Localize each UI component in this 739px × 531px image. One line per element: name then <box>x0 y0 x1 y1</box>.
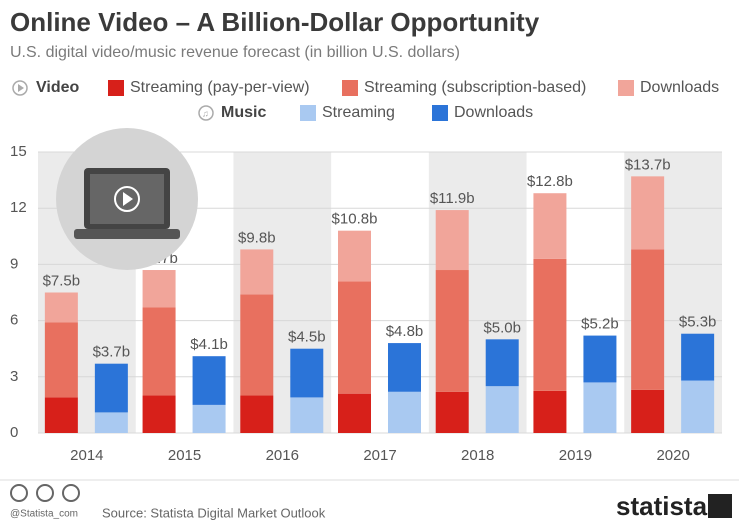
bar-segment <box>44 397 78 433</box>
total-label: $3.7b <box>93 344 131 361</box>
brand-logo <box>708 494 732 518</box>
bar-segment <box>338 281 371 394</box>
license-icons <box>10 484 80 502</box>
legend-group: Music <box>221 104 266 121</box>
legend-swatch <box>618 80 634 96</box>
bar-segment <box>631 389 665 433</box>
y-tick-label: 9 <box>10 255 18 272</box>
legend-group: Video <box>36 79 80 96</box>
legend-swatch <box>342 80 358 96</box>
bar-segment <box>240 294 274 396</box>
bar-segment <box>681 380 715 433</box>
bar-segment <box>435 210 469 271</box>
source: Source: Statista Digital Market Outlook <box>102 505 326 520</box>
total-label: $5.3b <box>679 314 717 331</box>
laptop-icon <box>56 128 198 270</box>
x-tick-label: 2015 <box>168 447 201 464</box>
y-tick-label: 6 <box>10 312 18 329</box>
x-tick-label: 2017 <box>363 447 396 464</box>
x-tick-label: 2020 <box>656 447 689 464</box>
legend-label: Streaming (subscription-based) <box>364 79 586 96</box>
bar-segment <box>338 230 371 282</box>
bar-segment <box>583 335 617 383</box>
x-tick-label: 2014 <box>70 447 103 464</box>
total-label: $10.8b <box>332 211 378 228</box>
total-label: $4.5b <box>288 329 326 346</box>
legend-label: Downloads <box>640 79 719 96</box>
bar-segment <box>142 307 176 396</box>
bar-segment <box>485 386 519 433</box>
total-label: $9.8b <box>238 229 276 246</box>
bar-segment <box>631 176 665 250</box>
bar-segment <box>388 391 421 433</box>
bar-segment <box>290 348 324 398</box>
total-label: $5.0b <box>483 319 521 336</box>
bar-segment <box>142 395 176 433</box>
bar-segment <box>583 382 617 433</box>
bar-segment <box>388 343 421 392</box>
bar-segment <box>44 292 78 323</box>
bar-segment <box>485 339 519 387</box>
legend-swatch <box>300 105 316 121</box>
legend-label: Downloads <box>454 104 533 121</box>
bar-segment <box>435 391 469 433</box>
brand: statista <box>616 491 708 521</box>
total-label: $12.8b <box>527 173 573 190</box>
bar-segment <box>533 193 567 259</box>
bar-segment <box>435 270 469 392</box>
bar-segment <box>533 390 567 433</box>
y-tick-label: 0 <box>10 424 18 441</box>
chart-subtitle: U.S. digital video/music revenue forecas… <box>10 44 460 61</box>
x-tick-label: 2019 <box>559 447 592 464</box>
chart-title: Online Video – A Billion-Dollar Opportun… <box>10 7 540 37</box>
total-label: $4.8b <box>386 323 424 340</box>
total-label: $5.2b <box>581 316 619 333</box>
bar-segment <box>94 363 128 413</box>
bar-segment <box>240 395 274 433</box>
y-tick-label: 12 <box>10 199 27 216</box>
y-tick-label: 3 <box>10 368 18 385</box>
total-label: $7.5b <box>43 272 81 289</box>
bar-segment <box>142 270 176 308</box>
total-label: $13.7b <box>625 156 671 173</box>
svg-text:♫: ♫ <box>202 108 209 118</box>
bar-segment <box>94 412 128 433</box>
legend: ♫ Video Music Streaming (pay-per-view) Stre… <box>12 79 719 121</box>
credit: @Statista_com <box>10 509 78 520</box>
bar-segment <box>192 404 226 433</box>
legend-label: Streaming (pay-per-view) <box>130 79 310 96</box>
legend-swatch <box>432 105 448 121</box>
bar-segment <box>338 393 371 433</box>
x-tick-label: 2016 <box>266 447 299 464</box>
bar-segment <box>290 397 324 433</box>
bar-segment <box>533 258 567 391</box>
legend-swatch <box>108 80 124 96</box>
bar-segment <box>44 322 78 398</box>
bar-segment <box>631 249 665 390</box>
x-tick-label: 2018 <box>461 447 494 464</box>
bar-segment <box>681 333 715 381</box>
bars: $7.5b$8.7b$9.8b$10.8b$11.9b$12.8b$13.7b$… <box>43 156 717 433</box>
total-label: $11.9b <box>430 190 475 207</box>
y-tick-label: 15 <box>10 143 27 160</box>
total-label: $4.1b <box>190 336 228 353</box>
bar-segment <box>240 249 274 295</box>
bar-segment <box>192 356 226 405</box>
legend-label: Streaming <box>322 104 395 121</box>
